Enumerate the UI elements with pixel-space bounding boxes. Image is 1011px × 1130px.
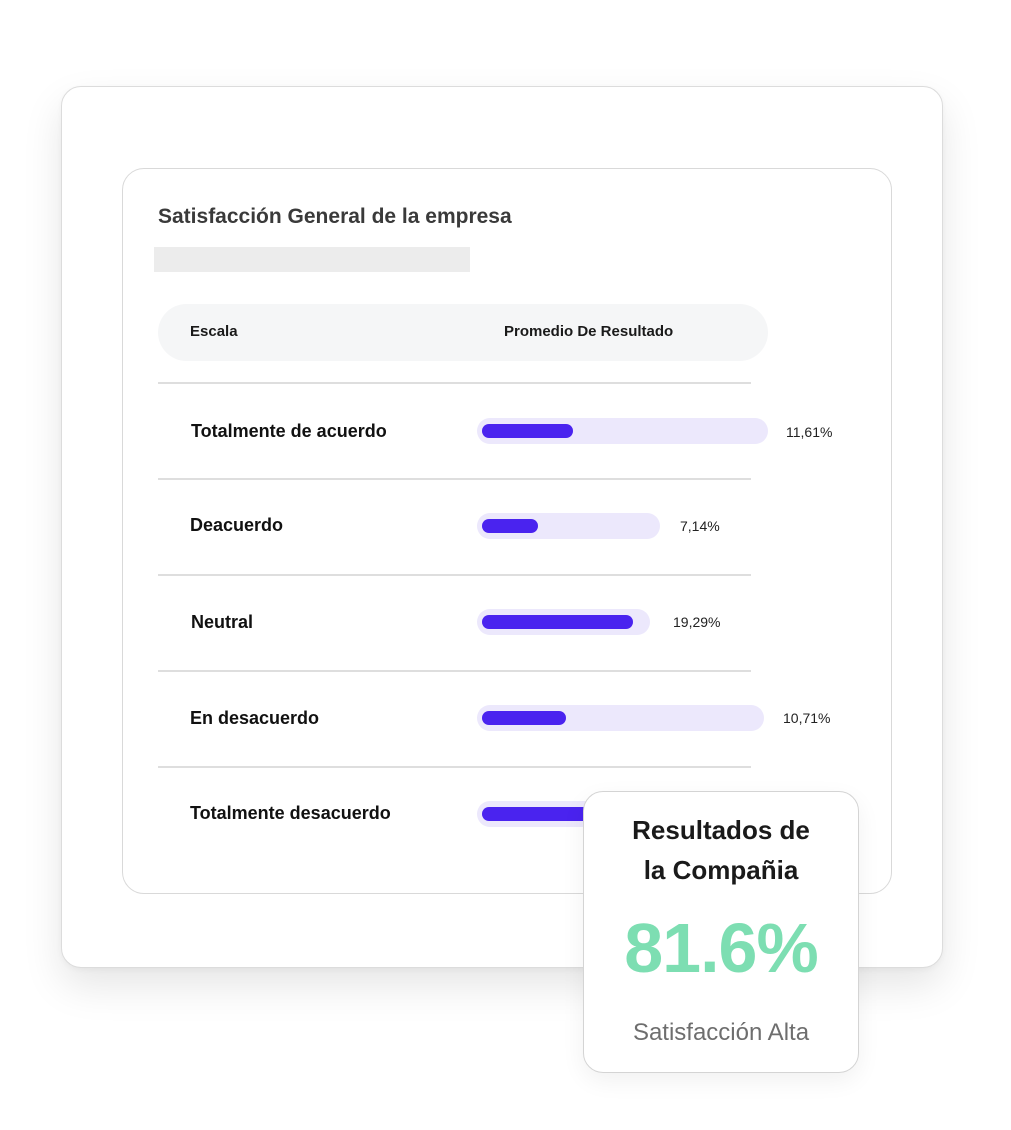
column-header-escala: Escala	[190, 323, 238, 340]
row-percentage: 11,61%	[786, 424, 833, 440]
progress-track	[477, 705, 764, 731]
column-header-promedio: Promedio De Resultado	[504, 323, 674, 340]
result-title-line2: la Compañia	[643, 855, 799, 885]
company-result-card	[583, 791, 859, 1073]
row-divider	[158, 670, 751, 672]
row-label-en-desacuerdo: En desacuerdo	[190, 708, 320, 728]
row-label-neutral: Neutral	[191, 612, 254, 632]
card-title: Satisfacción General de la empresa	[158, 205, 512, 228]
progress-fill	[482, 711, 566, 725]
row-divider	[158, 766, 751, 768]
result-caption: Satisfacción Alta	[632, 1019, 810, 1046]
table-header	[158, 304, 768, 361]
row-divider	[158, 382, 751, 384]
row-label-deacuerdo: Deacuerdo	[190, 515, 284, 535]
row-label-totalmente-de-acuerdo: Totalmente de acuerdo	[191, 421, 387, 441]
row-divider	[158, 478, 751, 480]
title-placeholder-bar	[154, 247, 470, 272]
result-title: Resultados de la Compañia	[583, 810, 859, 890]
row-percentage: 10,71%	[783, 710, 831, 726]
progress-fill	[482, 807, 612, 821]
result-title-line1: Resultados de	[632, 815, 810, 845]
progress-fill	[482, 519, 538, 533]
row-percentage: 19,29%	[673, 614, 721, 630]
row-label-totalmente-desacuerdo: Totalmente desacuerdo	[190, 803, 391, 823]
row-percentage: 7,14%	[680, 518, 720, 534]
result-value: 81.6%	[624, 909, 818, 987]
row-divider	[158, 574, 751, 576]
progress-track	[477, 418, 768, 444]
progress-track	[477, 609, 650, 635]
progress-fill	[482, 615, 633, 629]
progress-track	[477, 513, 660, 539]
progress-fill	[482, 424, 573, 438]
